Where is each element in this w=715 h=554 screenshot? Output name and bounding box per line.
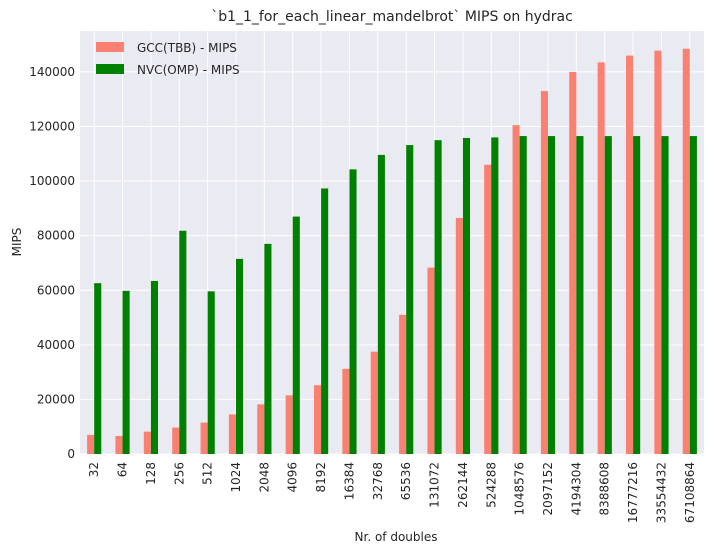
y-tick-label: 100000 — [29, 174, 75, 188]
x-tick-label: 512 — [201, 462, 215, 485]
bar-gcc — [172, 427, 180, 454]
bar-nvc — [633, 136, 641, 454]
x-tick-label: 4096 — [286, 462, 300, 493]
x-tick-label: 128 — [144, 462, 158, 485]
chart-title: `b1_1_for_each_linear_mandelbrot` MIPS o… — [211, 9, 573, 25]
bar-gcc — [399, 314, 407, 454]
y-tick-label: 40000 — [37, 338, 75, 352]
legend-swatch-nvc — [96, 64, 124, 74]
bar-nvc — [292, 216, 300, 454]
bar-nvc — [122, 290, 130, 454]
bar-gcc — [342, 368, 350, 454]
bar-nvc — [349, 169, 357, 454]
bars — [87, 48, 697, 455]
y-tick-label: 120000 — [29, 120, 75, 134]
x-tick-label: 64 — [116, 462, 130, 477]
x-tick-label: 2048 — [257, 462, 271, 493]
y-axis-ticks: 0 20000 40000 60000 80000 100000 120000 140000 — [29, 65, 75, 461]
x-tick-label: 1048576 — [513, 462, 527, 515]
x-axis-label: Nr. of doubles — [355, 530, 438, 544]
bar-gcc — [257, 404, 265, 454]
x-axis-ticks: 32 64 128 256 512 1024 2048 4096 8192 16384 32768 6… — [87, 462, 697, 523]
bar-gcc — [569, 71, 577, 454]
bar-gcc — [370, 351, 378, 454]
bar-nvc — [576, 136, 584, 454]
bar-gcc — [484, 164, 492, 454]
x-tick-label: 131072 — [428, 462, 442, 508]
bar-nvc — [519, 136, 527, 454]
y-tick-label: 60000 — [37, 283, 75, 297]
y-tick-label: 20000 — [37, 392, 75, 406]
bar-nvc — [406, 145, 414, 454]
legend-label-gcc: GCC(TBB) - MIPS — [137, 41, 237, 55]
bar-nvc — [434, 140, 442, 454]
bar-nvc — [689, 136, 697, 454]
bar-gcc — [143, 431, 151, 454]
bar-nvc — [150, 280, 158, 454]
bar-gcc — [87, 434, 95, 454]
x-tick-label: 262144 — [456, 462, 470, 508]
bar-nvc — [462, 137, 470, 454]
x-tick-label: 16777216 — [626, 462, 640, 523]
y-tick-label: 140000 — [29, 65, 75, 79]
bar-nvc — [264, 243, 272, 454]
bar-nvc — [179, 230, 187, 454]
bar-gcc — [200, 422, 208, 454]
x-tick-label: 65536 — [399, 462, 413, 500]
bar-gcc — [540, 91, 548, 455]
bar-nvc — [491, 137, 499, 454]
x-tick-label: 1024 — [229, 462, 243, 493]
bar-gcc — [597, 62, 605, 454]
bar-gcc — [682, 48, 690, 454]
x-tick-label: 256 — [172, 462, 186, 485]
x-tick-label: 33554432 — [654, 462, 668, 523]
y-axis-label: MIPS — [10, 228, 24, 257]
bar-gcc — [654, 50, 662, 454]
y-tick-label: 80000 — [37, 229, 75, 243]
bar-gcc — [228, 414, 236, 454]
x-tick-label: 2097152 — [541, 462, 555, 515]
bar-gcc — [314, 385, 322, 454]
bar-nvc — [94, 283, 102, 454]
x-tick-label: 32 — [87, 462, 101, 477]
bar-nvc — [548, 136, 556, 454]
bar-gcc — [427, 267, 435, 454]
bar-gcc — [285, 395, 293, 454]
legend-label-nvc: NVC(OMP) - MIPS — [137, 63, 240, 77]
x-tick-label: 4194304 — [569, 462, 583, 515]
x-tick-label: 8192 — [314, 462, 328, 493]
bar-nvc — [207, 291, 215, 454]
bar-gcc — [512, 125, 520, 454]
x-tick-label: 524288 — [484, 462, 498, 508]
bar-nvc — [661, 136, 669, 454]
x-tick-label: 32768 — [371, 462, 385, 500]
bar-nvc — [321, 188, 329, 455]
x-tick-label: 67108864 — [683, 462, 697, 523]
bar-nvc — [236, 258, 244, 454]
x-tick-label: 8388608 — [598, 462, 612, 515]
bar-gcc — [115, 435, 123, 454]
legend: GCC(TBB) - MIPS NVC(OMP) - MIPS — [96, 41, 240, 77]
bar-gcc — [626, 55, 634, 455]
y-tick-label: 0 — [67, 447, 75, 461]
bar-nvc — [604, 136, 612, 454]
legend-swatch-gcc — [96, 42, 124, 52]
x-tick-label: 16384 — [342, 462, 356, 500]
bar-nvc — [377, 154, 385, 454]
bar-gcc — [455, 217, 463, 454]
